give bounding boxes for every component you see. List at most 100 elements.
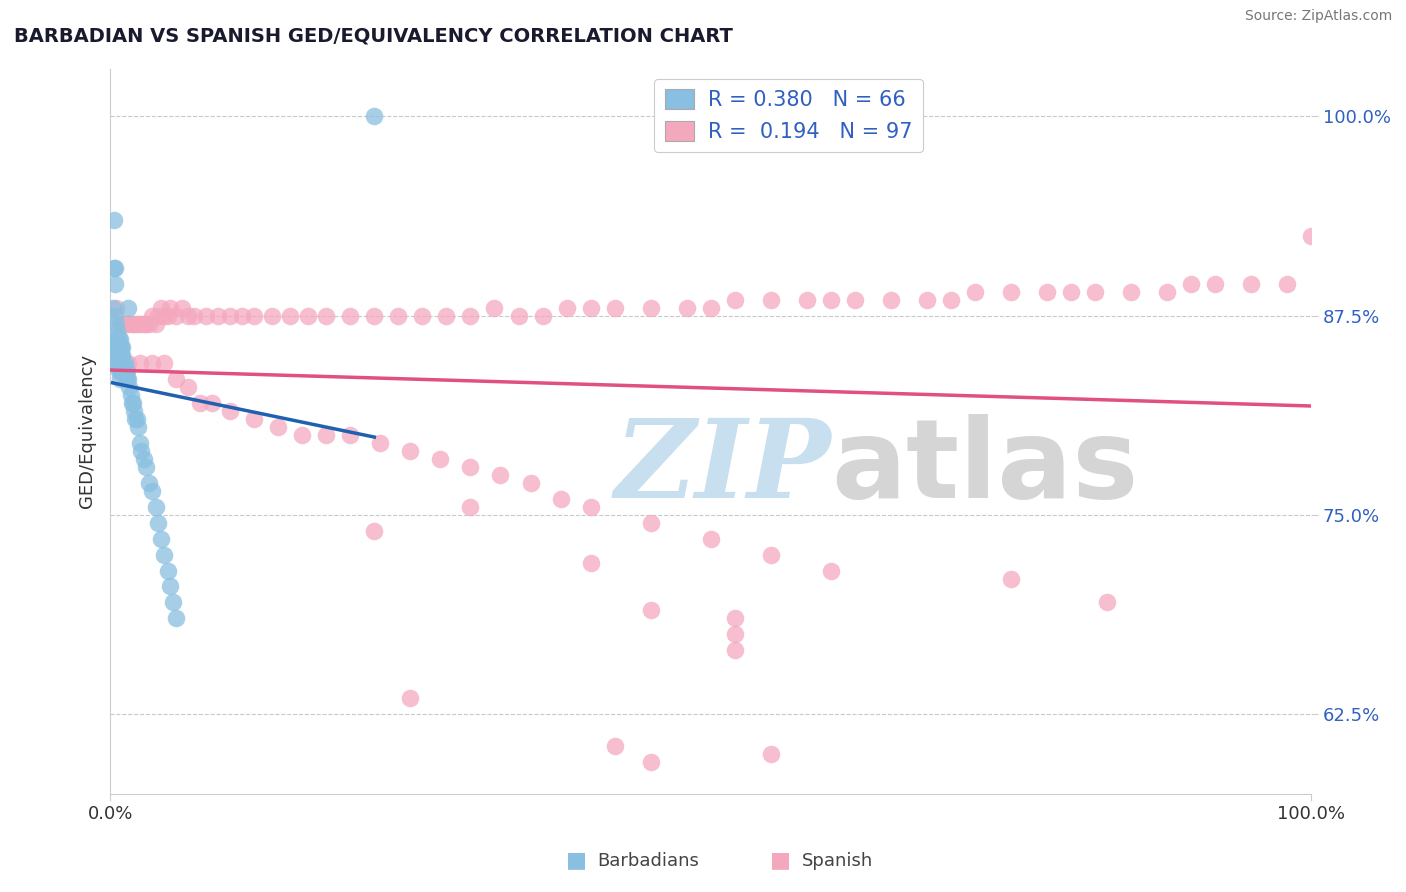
- Point: [114, 372, 136, 386]
- Point: [125, 317, 148, 331]
- Point: [118, 380, 141, 394]
- Point: [108, 348, 131, 362]
- Point: [127, 420, 149, 434]
- Point: [675, 301, 697, 315]
- Point: [145, 317, 167, 331]
- Text: ■: ■: [770, 850, 790, 870]
- Point: [135, 317, 157, 331]
- Point: [963, 285, 986, 299]
- Point: [603, 739, 626, 753]
- Point: [165, 372, 187, 386]
- Point: [579, 556, 602, 570]
- Point: [1060, 285, 1083, 299]
- Point: [115, 364, 138, 378]
- Point: [129, 356, 152, 370]
- Point: [820, 564, 842, 578]
- Point: [640, 301, 662, 315]
- Point: [429, 452, 451, 467]
- Point: [724, 293, 747, 307]
- Point: [508, 309, 530, 323]
- Point: [110, 364, 132, 378]
- Point: [436, 309, 458, 323]
- Point: [117, 372, 139, 386]
- Text: atlas: atlas: [831, 414, 1137, 521]
- Point: [759, 548, 782, 562]
- Point: [201, 396, 224, 410]
- Point: [141, 356, 163, 370]
- Point: [110, 348, 132, 362]
- Point: [104, 260, 127, 275]
- Point: [759, 293, 782, 307]
- Point: [519, 475, 541, 490]
- Text: ZIP: ZIP: [614, 414, 831, 521]
- Point: [363, 309, 385, 323]
- Point: [243, 412, 266, 426]
- Point: [177, 380, 200, 394]
- Point: [460, 500, 482, 514]
- Point: [699, 532, 721, 546]
- Point: [207, 309, 229, 323]
- Point: [1000, 285, 1022, 299]
- Point: [153, 356, 176, 370]
- Point: [399, 444, 422, 458]
- Point: [111, 356, 134, 370]
- Point: [579, 301, 602, 315]
- Point: [177, 309, 200, 323]
- Text: Barbadians: Barbadians: [598, 852, 699, 870]
- Point: [105, 356, 128, 370]
- Point: [603, 301, 626, 315]
- Point: [107, 364, 129, 378]
- Point: [291, 428, 314, 442]
- Point: [122, 396, 145, 410]
- Point: [101, 301, 124, 315]
- Point: [149, 532, 172, 546]
- Point: [111, 348, 134, 362]
- Point: [105, 356, 128, 370]
- Text: Spanish: Spanish: [801, 852, 873, 870]
- Point: [132, 452, 155, 467]
- Point: [387, 309, 409, 323]
- Point: [1156, 285, 1178, 299]
- Point: [117, 356, 139, 370]
- Point: [370, 436, 392, 450]
- Point: [131, 444, 153, 458]
- Point: [460, 309, 482, 323]
- Point: [138, 475, 160, 490]
- Point: [1180, 277, 1202, 291]
- Point: [114, 317, 136, 331]
- Point: [111, 340, 134, 354]
- Point: [172, 301, 194, 315]
- Point: [219, 404, 242, 418]
- Point: [339, 428, 361, 442]
- Point: [111, 364, 134, 378]
- Point: [363, 109, 385, 123]
- Point: [107, 348, 129, 362]
- Point: [107, 340, 129, 354]
- Point: [1095, 595, 1118, 609]
- Point: [219, 309, 242, 323]
- Point: [156, 564, 179, 578]
- Point: [460, 459, 482, 474]
- Point: [129, 317, 152, 331]
- Point: [120, 388, 142, 402]
- Point: [141, 483, 163, 498]
- Point: [844, 293, 866, 307]
- Point: [108, 372, 131, 386]
- Point: [141, 309, 163, 323]
- Point: [105, 325, 128, 339]
- Point: [105, 333, 128, 347]
- Point: [724, 643, 747, 657]
- Point: [1000, 572, 1022, 586]
- Point: [149, 301, 172, 315]
- Point: [117, 317, 139, 331]
- Point: [188, 396, 211, 410]
- Point: [124, 412, 146, 426]
- Point: [1275, 277, 1298, 291]
- Point: [315, 309, 337, 323]
- Point: [103, 260, 125, 275]
- Point: [724, 627, 747, 641]
- Point: [148, 516, 170, 530]
- Point: [104, 309, 127, 323]
- Point: [159, 579, 181, 593]
- Point: [550, 491, 572, 506]
